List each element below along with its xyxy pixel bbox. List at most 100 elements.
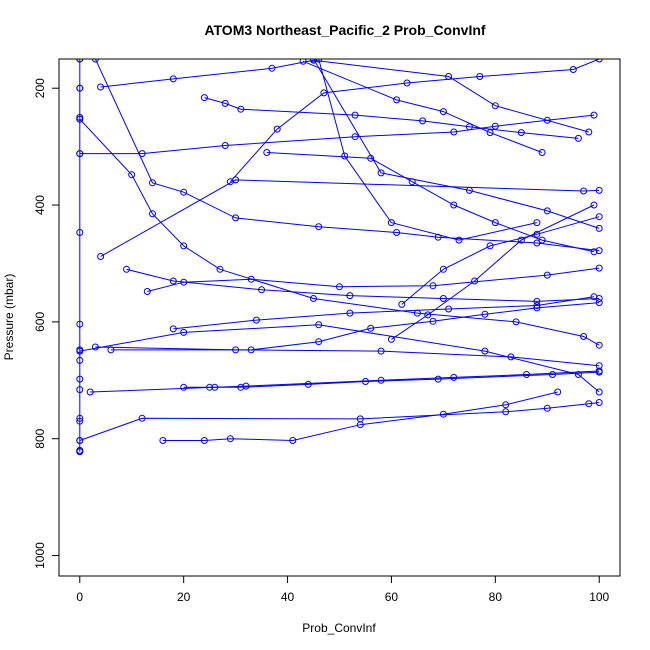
data-point: [221, 99, 229, 107]
data-point: [439, 265, 447, 273]
data-point: [523, 371, 530, 378]
series-layer: [76, 59, 603, 456]
data-point: [310, 59, 317, 63]
data-point: [491, 102, 499, 110]
data-point: [221, 142, 229, 149]
data-point: [138, 414, 146, 422]
data-point: [403, 79, 411, 87]
series-line-15: [100, 59, 589, 133]
data-point: [590, 201, 598, 209]
data-point: [585, 128, 593, 136]
data-point: [258, 286, 266, 294]
series-line-3: [79, 114, 595, 155]
data-point: [533, 219, 541, 227]
data-point: [76, 150, 84, 158]
series-line-10: [79, 324, 600, 393]
data-point: [123, 265, 130, 273]
data-point: [455, 236, 463, 244]
series-line-2: [94, 59, 600, 252]
data-point: [128, 171, 136, 179]
series-line-13: [79, 402, 600, 441]
data-point: [346, 309, 354, 317]
data-point: [76, 59, 84, 63]
series-line-17: [230, 59, 600, 183]
data-point: [76, 375, 84, 383]
data-point: [595, 247, 603, 255]
data-point: [590, 293, 598, 301]
data-point: [76, 229, 84, 236]
data-point: [237, 105, 245, 113]
series-line-14: [162, 391, 558, 442]
data-point: [569, 66, 577, 73]
data-point: [180, 328, 188, 336]
y-axis: 200 400 600 800 1000: [33, 78, 60, 569]
x-axis-label: Prob_ConvInf: [302, 621, 376, 635]
data-point: [429, 317, 437, 325]
data-point: [232, 214, 240, 222]
data-point: [408, 178, 416, 186]
data-point: [76, 356, 84, 364]
data-point: [377, 347, 385, 355]
data-point: [180, 188, 188, 196]
x-tick-label: 20: [177, 590, 191, 604]
data-point: [549, 371, 556, 378]
series-line-6: [147, 267, 600, 292]
data-point: [315, 223, 323, 231]
data-point: [268, 64, 276, 72]
data-point: [377, 376, 385, 384]
data-point: [450, 201, 458, 209]
data-point: [445, 305, 453, 313]
data-point: [481, 347, 489, 355]
data-point: [595, 264, 603, 272]
data-point: [424, 311, 432, 319]
data-point: [351, 133, 359, 141]
data-point: [574, 371, 582, 378]
data-point: [590, 248, 598, 256]
data-point: [159, 437, 167, 444]
data-point: [595, 388, 603, 396]
data-point: [226, 435, 234, 443]
data-point: [200, 94, 208, 102]
data-point: [543, 207, 551, 215]
data-point: [533, 302, 541, 309]
data-point: [533, 239, 541, 247]
data-point: [76, 84, 84, 92]
data-point: [538, 149, 546, 156]
data-point: [450, 373, 458, 381]
data-point: [387, 335, 395, 343]
data-point: [517, 236, 525, 244]
data-point: [97, 253, 105, 260]
data-point: [398, 300, 406, 308]
data-point: [315, 338, 323, 346]
data-point: [315, 59, 323, 63]
data-point: [336, 283, 343, 291]
data-point: [595, 299, 603, 307]
x-tick-label: 0: [76, 590, 83, 604]
y-axis-label: Pressure (mbar): [2, 274, 16, 361]
data-point: [304, 380, 312, 388]
series-line-19: [302, 60, 543, 153]
data-point: [76, 320, 84, 328]
data-point: [320, 89, 328, 97]
data-point: [439, 410, 447, 418]
data-point: [91, 59, 99, 63]
data-point: [76, 437, 84, 444]
data-point: [580, 333, 588, 340]
y-tick-label: 600: [33, 312, 47, 332]
data-point: [180, 383, 188, 391]
series-line-18: [204, 97, 579, 139]
data-point: [502, 401, 510, 409]
data-point: [107, 346, 115, 354]
data-point: [216, 265, 224, 273]
data-point: [439, 108, 447, 116]
series-line-12: [90, 370, 600, 393]
data-point: [180, 278, 188, 286]
data-point: [439, 295, 447, 302]
data-point: [393, 96, 401, 104]
series-line-23: [401, 216, 600, 305]
series-line-16: [318, 59, 538, 241]
data-point: [76, 448, 84, 456]
data-point: [595, 367, 603, 375]
series-line-20: [313, 59, 600, 229]
